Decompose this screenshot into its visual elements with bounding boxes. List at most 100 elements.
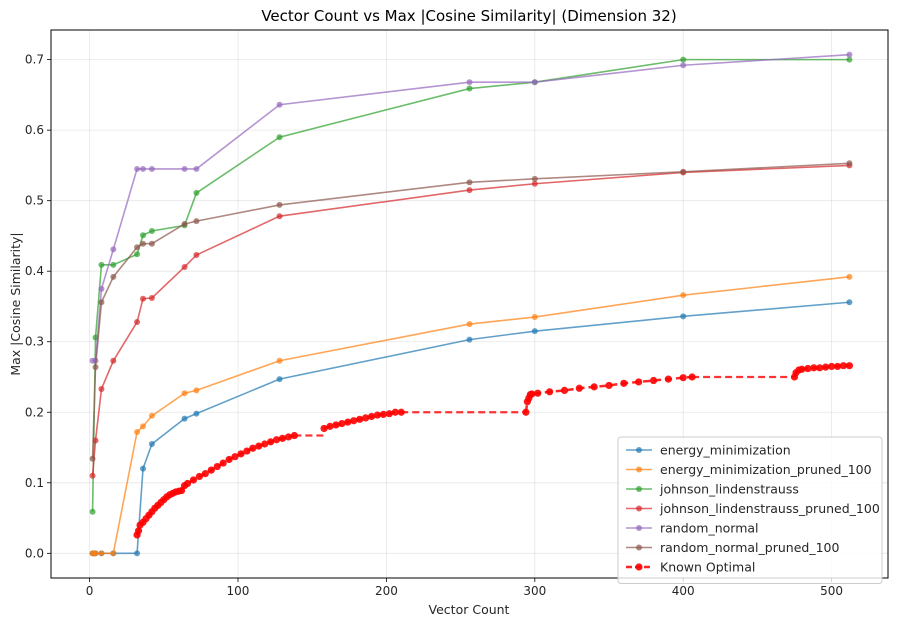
data-point [620,379,628,387]
series-known-optimal [133,362,854,539]
data-point [140,240,147,247]
legend-label: Known Optimal [660,560,755,575]
data-point [664,375,672,383]
data-point [140,465,147,472]
data-point [134,429,141,436]
data-point [193,410,200,417]
data-point [148,240,155,247]
legend-marker [636,544,642,551]
legend-item-johnson-lindenstrauss: johnson_lindenstrauss [626,482,799,497]
data-point [846,56,853,63]
data-point [89,508,96,515]
data-point [531,314,538,321]
data-point [590,383,598,391]
legend-box [617,436,883,584]
legend-marker [636,447,642,453]
data-point [140,165,147,172]
data-point [148,228,155,235]
series-johnson-lindenstrauss-pruned-100 [89,162,853,479]
data-point [531,79,538,86]
data-point [846,160,853,167]
data-point [379,410,388,418]
data-point [183,479,192,488]
data-point [231,453,239,461]
data-point [98,550,105,557]
data-point [110,246,117,253]
y-axis: 0.0 0.1 0.2 0.3 0.4 0.5 0.6 0.7 [25,53,51,560]
data-point [822,363,830,371]
series-johnson-lindenstrauss [89,56,853,515]
data-point [98,261,105,268]
data-point [680,62,687,69]
legend-marker [636,486,642,492]
data-point [350,417,358,425]
data-point [92,364,99,371]
data-point [466,321,473,328]
y-tick-label: 0.0 [25,546,44,560]
data-point [181,165,188,172]
data-point [140,423,147,430]
data-point [276,134,283,141]
legend-item-random-normal: random_normal [626,521,759,536]
x-axis-label: Vector Count [429,602,510,617]
data-point [290,431,298,440]
data-point [531,175,538,182]
data-point [219,459,227,467]
data-point [466,179,473,186]
data-point [276,357,283,364]
data-point [466,336,473,343]
data-point [534,389,542,397]
data-point [249,444,257,452]
y-tick-label: 0.3 [25,335,44,349]
data-point [267,438,275,446]
legend-marker [635,563,643,571]
legend-marker [636,525,642,531]
y-tick-label: 0.1 [25,476,44,490]
data-point [98,299,105,306]
series-line [92,53,850,362]
data-point [148,295,155,302]
data-point [649,376,658,385]
x-tick-label: 400 [672,584,695,598]
data-point [134,244,141,251]
data-point [362,414,370,422]
data-point [140,232,147,239]
data-point [193,189,200,196]
data-point [181,390,188,397]
data-point [846,51,853,58]
data-point [845,362,854,370]
data-point [326,422,334,430]
series-energy-minimization-pruned-100 [89,273,853,557]
series-line [91,162,850,459]
data-point [243,447,251,455]
data-point [92,550,99,557]
data-point [560,386,569,394]
data-point [193,251,200,258]
data-point [189,476,198,484]
data-point [140,295,147,302]
data-point [98,285,105,292]
legend-label: random_normal_pruned_100 [660,540,839,555]
data-point [798,365,806,373]
data-point [332,421,340,429]
data-point [255,442,263,450]
data-point [397,408,405,416]
data-point [605,381,613,390]
data-point [89,472,96,479]
data-point [816,364,824,372]
data-point [385,410,393,418]
data-point [367,412,376,421]
data-point [680,56,687,63]
data-point [193,165,200,172]
legend-item-energy-minimization: energy_minimization [626,443,791,458]
data-point [148,165,155,172]
legend-label: energy_minimization [660,443,791,458]
data-point [213,462,221,471]
data-point [110,357,117,364]
data-point [134,550,141,557]
data-point [237,450,245,458]
data-point [846,273,853,280]
data-point [810,364,818,372]
legend: energy_minimization energy_minimization_p… [617,436,883,584]
